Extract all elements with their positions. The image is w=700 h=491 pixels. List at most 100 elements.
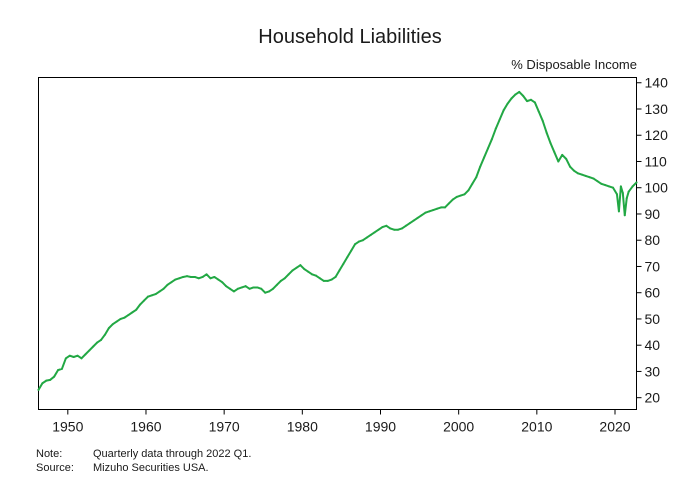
source-label: Source: [36,462,74,474]
y-tick-label: 40 [645,337,661,353]
data-point [440,206,443,209]
data-point [272,287,275,290]
data-point [424,211,427,214]
data-point [182,275,185,278]
data-point [311,273,314,276]
data-point [64,357,67,360]
y-tick-label: 120 [645,127,669,143]
data-point [443,206,446,209]
data-point [361,239,364,242]
data-point [541,119,544,122]
data-point [400,227,403,230]
data-point [408,222,411,225]
data-point [178,277,181,280]
data-point [76,354,79,357]
data-point [346,256,349,259]
data-point [248,287,251,290]
data-point [264,291,267,294]
data-point [326,279,329,282]
data-point [275,283,278,286]
data-point [545,131,548,134]
x-axis: 1950 1960 1970 1980 1990 2000 2010 2020 [52,409,631,435]
data-point [158,290,161,293]
data-point [174,278,177,281]
data-point [139,303,142,306]
data-point [533,101,536,104]
x-tick-label: 1980 [287,419,318,435]
data-point [502,109,505,112]
x-tick-label: 2010 [521,419,552,435]
data-point [225,285,228,288]
series-layer [37,90,638,391]
chart-title: Household Liabilities [258,26,441,48]
x-tick-label: 1990 [365,419,396,435]
data-point [471,182,474,185]
data-point [322,279,325,282]
data-point [127,314,130,317]
data-point [252,286,255,289]
data-point [600,182,603,185]
data-point [604,184,607,187]
data-point [100,338,103,341]
data-point [498,118,501,121]
data-point [283,277,286,280]
data-point [373,231,376,234]
data-point [342,262,345,265]
data-point [486,147,489,150]
data-point [621,191,624,194]
data-point [135,308,138,311]
data-point [397,228,400,231]
data-point [635,181,638,184]
data-point [205,273,208,276]
data-point [115,320,118,323]
data-point [483,156,486,159]
data-point [385,224,388,227]
data-point [236,287,239,290]
data-point [330,278,333,281]
y-tick-label: 140 [645,75,669,91]
data-point [53,375,56,378]
source-text: Mizuho Securities USA. [93,462,209,474]
data-point [404,224,407,227]
data-point [459,194,462,197]
data-point [318,277,321,280]
data-point [256,286,259,289]
data-point [619,185,622,188]
x-tick-label: 1950 [52,419,83,435]
data-point [584,174,587,177]
data-point [625,197,628,200]
data-point [334,275,337,278]
data-point [592,177,595,180]
data-point [154,293,157,296]
plot-frame [38,77,637,410]
data-point [186,275,189,278]
data-point [436,207,439,210]
data-point [537,110,540,113]
data-point [377,228,380,231]
data-point [193,275,196,278]
data-point [295,266,298,269]
y-tick-label: 30 [645,363,661,379]
data-point [588,176,591,179]
data-point [60,367,63,370]
data-point [166,283,169,286]
data-point [92,345,95,348]
data-point [615,193,618,196]
data-point [103,333,106,336]
data-point [518,90,521,93]
data-point [221,281,224,284]
data-point [72,356,75,359]
data-point [467,189,470,192]
data-point [455,195,458,198]
data-point [490,138,493,141]
data-point [557,160,560,163]
data-point [49,378,52,381]
y-tick-label: 130 [645,101,669,117]
data-point [217,278,220,281]
data-point [529,98,532,101]
y-axis: 20 30 40 50 60 70 80 90 100 110 120 130 140 [636,75,669,406]
data-point [572,169,575,172]
data-point [119,317,122,320]
data-point [451,198,454,201]
